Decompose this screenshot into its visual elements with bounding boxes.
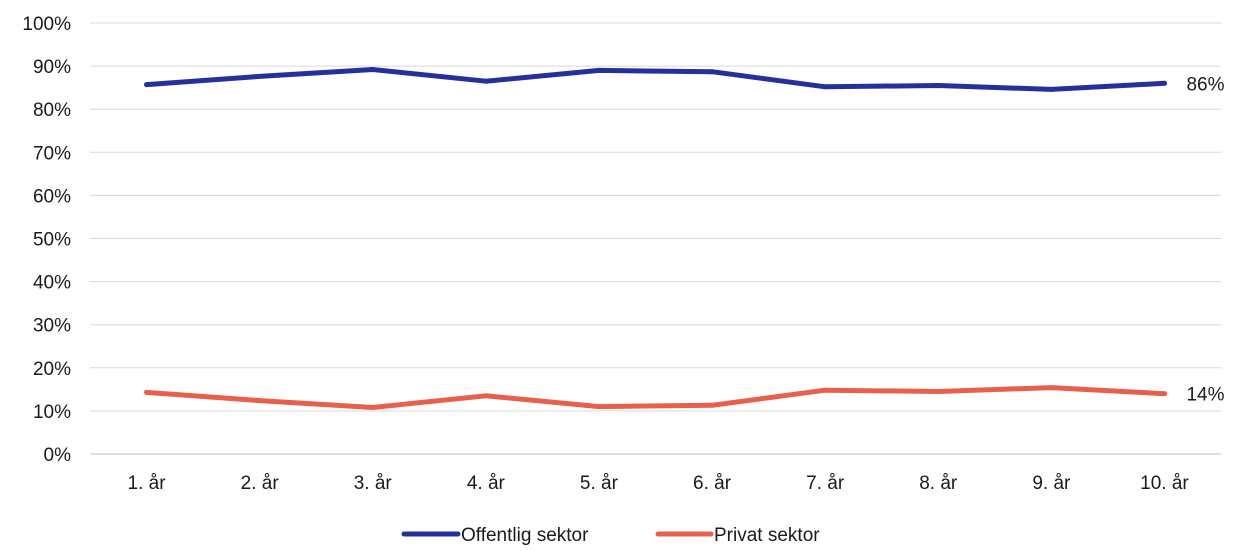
x-tick-label: 8. år bbox=[919, 473, 958, 494]
data-point bbox=[709, 69, 715, 75]
y-tick-label: 0% bbox=[44, 445, 72, 466]
gridlines bbox=[90, 22, 1221, 455]
x-tick-label: 4. år bbox=[467, 473, 506, 494]
series-line-offentlig-sektor bbox=[144, 67, 1167, 92]
data-point bbox=[1048, 86, 1054, 92]
end-value-label: 14% bbox=[1186, 385, 1224, 406]
y-tick-label: 30% bbox=[33, 316, 71, 337]
data-point bbox=[370, 404, 376, 410]
x-tick-label: 3. år bbox=[354, 473, 393, 494]
data-point bbox=[1161, 391, 1167, 397]
y-axis-ticks: 0% 10% 20% 30% 40% 50% 60% 70% 80% 90% 100% bbox=[22, 14, 71, 466]
data-point bbox=[257, 73, 263, 79]
x-tick-label: 9. år bbox=[1032, 473, 1071, 494]
data-point bbox=[822, 387, 828, 393]
legend-label: Privat sektor bbox=[714, 525, 820, 546]
data-point bbox=[822, 84, 828, 90]
data-point bbox=[257, 398, 263, 404]
y-tick-label: 20% bbox=[33, 359, 71, 380]
data-point bbox=[935, 389, 941, 395]
data-point bbox=[1048, 385, 1054, 391]
data-point bbox=[596, 67, 602, 73]
data-point bbox=[709, 402, 715, 408]
x-tick-label: 2. år bbox=[241, 473, 280, 494]
end-labels: 86% 14% bbox=[1186, 74, 1224, 405]
x-tick-label: 5. år bbox=[580, 473, 619, 494]
y-tick-label: 60% bbox=[33, 186, 71, 207]
x-tick-label: 1. år bbox=[128, 473, 167, 494]
end-value-label: 86% bbox=[1186, 74, 1224, 95]
data-point bbox=[144, 389, 150, 395]
x-tick-label: 7. år bbox=[806, 473, 845, 494]
data-point bbox=[483, 393, 489, 399]
x-tick-label: 6. år bbox=[693, 473, 732, 494]
data-point bbox=[144, 82, 150, 88]
series-lines bbox=[144, 67, 1167, 410]
data-point bbox=[935, 82, 941, 88]
data-point bbox=[596, 404, 602, 410]
data-point bbox=[370, 67, 376, 73]
x-axis-ticks: 1. år 2. år 3. år 4. år 5. år 6. år 7. år 8. år… bbox=[128, 473, 1190, 494]
y-tick-label: 70% bbox=[33, 143, 71, 164]
data-point bbox=[483, 78, 489, 84]
y-tick-label: 40% bbox=[33, 273, 71, 294]
legend-label: Offentlig sektor bbox=[461, 525, 589, 546]
y-tick-label: 80% bbox=[33, 100, 71, 121]
y-tick-label: 50% bbox=[33, 230, 71, 251]
data-point bbox=[1161, 80, 1167, 86]
y-tick-label: 100% bbox=[22, 14, 71, 35]
x-tick-label: 10. år bbox=[1140, 473, 1189, 494]
legend: Offentlig sektor Privat sektor bbox=[401, 525, 820, 546]
series-line-privat-sektor bbox=[144, 385, 1167, 410]
y-tick-label: 10% bbox=[33, 402, 71, 423]
y-tick-label: 90% bbox=[33, 57, 71, 78]
